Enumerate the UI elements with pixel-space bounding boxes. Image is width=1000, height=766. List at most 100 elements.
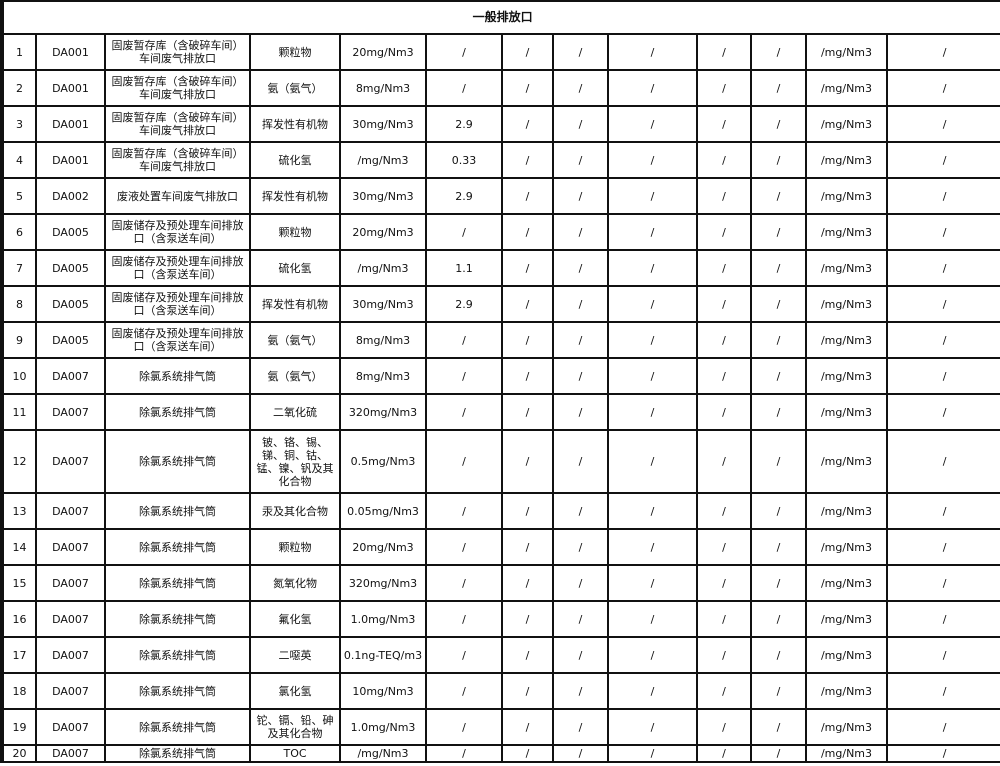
table-cell: / — [696, 321, 752, 359]
table-cell: / — [750, 744, 807, 763]
table-cell: 10mg/Nm3 — [339, 672, 427, 710]
table-cell: 8mg/Nm3 — [339, 69, 427, 107]
table-cell: / — [750, 33, 807, 71]
table-cell: / — [425, 357, 503, 395]
table-cell: 19 — [0, 708, 37, 746]
table-cell: / — [607, 636, 698, 674]
table-cell: /mg/Nm3 — [805, 357, 888, 395]
table-cell: DA002 — [35, 177, 106, 215]
table-cell: / — [552, 213, 609, 251]
table-cell: 1.0mg/Nm3 — [339, 708, 427, 746]
table-cell: /mg/Nm3 — [339, 744, 427, 763]
table-cell: 20 — [0, 744, 37, 763]
table-cell: / — [750, 213, 807, 251]
table-cell: / — [607, 393, 698, 431]
table-cell: / — [501, 672, 554, 710]
table-cell: / — [501, 636, 554, 674]
table-cell: 固废储存及预处理车间排放口（含泵送车间） — [104, 213, 251, 251]
table-cell: /mg/Nm3 — [805, 492, 888, 530]
table-cell: DA007 — [35, 357, 106, 395]
table-cell: / — [552, 177, 609, 215]
table-cell: / — [607, 492, 698, 530]
table-cell: / — [425, 213, 503, 251]
table-cell: / — [885, 429, 1000, 494]
table-cell: 5 — [0, 177, 37, 215]
table-cell: / — [425, 636, 503, 674]
table-cell: 7 — [0, 249, 37, 287]
table-cell: /mg/Nm3 — [805, 528, 888, 566]
table-row: 2 DA001 固废暂存库（含破碎车间）车间废气排放口 氨（氨气） 8mg/Nm3// /… — [0, 69, 1000, 107]
table-cell: / — [696, 429, 752, 494]
table-cell: / — [501, 213, 554, 251]
table-cell: /mg/Nm3 — [805, 744, 888, 763]
table-cell: / — [750, 285, 807, 323]
table-cell: / — [501, 492, 554, 530]
table-row: 14 DA007 除氯系统排气筒 颗粒物 20mg/Nm3// / / / //mg/Nm3/ — [0, 528, 1000, 566]
table-cell: / — [750, 177, 807, 215]
table-cell: / — [501, 105, 554, 143]
table-cell: 8mg/Nm3 — [339, 357, 427, 395]
table-cell: / — [885, 393, 1000, 431]
table-cell: / — [750, 357, 807, 395]
table-cell: 320mg/Nm3 — [339, 564, 427, 602]
table-cell: 2.9 — [425, 105, 503, 143]
table-cell: / — [885, 564, 1000, 602]
table-row: 7 DA005 固废储存及预处理车间排放口（含泵送车间） 硫化氢/mg/Nm3 1.1/… — [0, 249, 1000, 287]
table-cell: 15 — [0, 564, 37, 602]
table-cell: / — [885, 105, 1000, 143]
table-cell: 0.1ng-TEQ/m3 — [339, 636, 427, 674]
table-cell: 320mg/Nm3 — [339, 393, 427, 431]
table-cell: / — [885, 744, 1000, 763]
table-cell: /mg/Nm3 — [805, 249, 888, 287]
table-cell: / — [501, 141, 554, 179]
table-cell: 1.1 — [425, 249, 503, 287]
table-cell: /mg/Nm3 — [805, 429, 888, 494]
table-cell: 除氯系统排气筒 — [104, 429, 251, 494]
table-cell: /mg/Nm3 — [805, 564, 888, 602]
table-cell: / — [750, 708, 807, 746]
table-cell: / — [607, 564, 698, 602]
table-cell: 2 — [0, 69, 37, 107]
table-cell: / — [607, 600, 698, 638]
table-cell: / — [552, 69, 609, 107]
table-cell: 16 — [0, 600, 37, 638]
table-cell: 二氧化硫 — [249, 393, 341, 431]
table-cell: 除氯系统排气筒 — [104, 393, 251, 431]
table-cell: 挥发性有机物 — [249, 177, 341, 215]
table-cell: 30mg/Nm3 — [339, 105, 427, 143]
table-cell: / — [885, 357, 1000, 395]
table-cell: DA007 — [35, 393, 106, 431]
table-cell: / — [552, 600, 609, 638]
table-row: 3 DA001 固废暂存库（含破碎车间）车间废气排放口 挥发性有机物 30mg/Nm3 2… — [0, 105, 1000, 143]
table-cell: / — [885, 708, 1000, 746]
table-cell: / — [696, 564, 752, 602]
table-cell: / — [607, 672, 698, 710]
table-title: 一般排放口 — [0, 0, 1000, 35]
table-cell: / — [501, 564, 554, 602]
table-cell: / — [885, 528, 1000, 566]
table-cell: / — [607, 213, 698, 251]
table-cell: 17 — [0, 636, 37, 674]
table-cell: 颗粒物 — [249, 528, 341, 566]
table-cell: / — [501, 249, 554, 287]
table-cell: 18 — [0, 672, 37, 710]
table-cell: 除氯系统排气筒 — [104, 357, 251, 395]
table-cell: / — [607, 69, 698, 107]
table-cell: DA007 — [35, 672, 106, 710]
table-cell: DA001 — [35, 105, 106, 143]
table-cell: DA001 — [35, 33, 106, 71]
table-cell: / — [552, 492, 609, 530]
table-cell: DA005 — [35, 213, 106, 251]
table-cell: / — [501, 429, 554, 494]
table-cell: 除氯系统排气筒 — [104, 528, 251, 566]
table-cell: / — [696, 177, 752, 215]
table-cell: / — [607, 141, 698, 179]
table-cell: 0.33 — [425, 141, 503, 179]
table-cell: / — [696, 744, 752, 763]
table-cell: 4 — [0, 141, 37, 179]
table-cell: 除氯系统排气筒 — [104, 492, 251, 530]
table-cell: 2.9 — [425, 177, 503, 215]
table-cell: /mg/Nm3 — [805, 672, 888, 710]
table-cell: / — [750, 105, 807, 143]
table-cell: / — [885, 177, 1000, 215]
